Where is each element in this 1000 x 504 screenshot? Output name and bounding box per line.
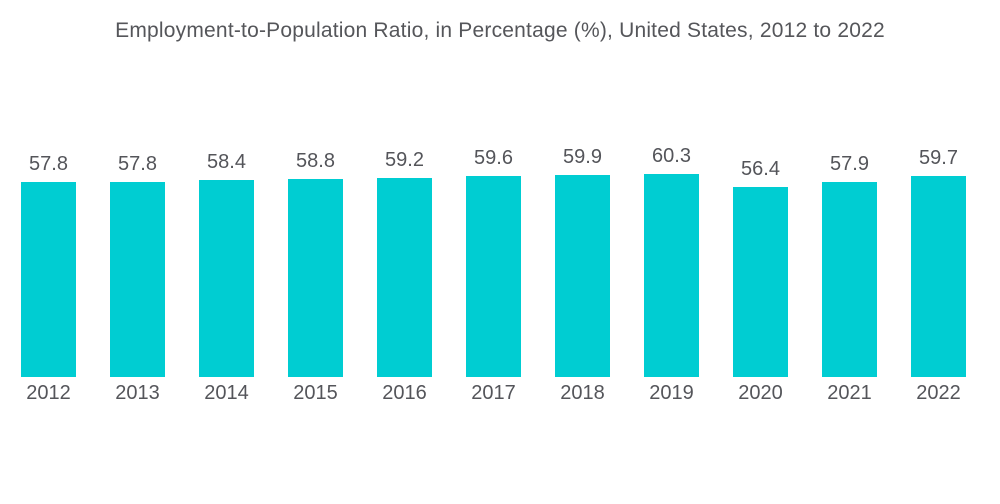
- bar-value-label: 60.3: [652, 144, 691, 167]
- bar-group: 59.7 2022: [911, 90, 966, 403]
- bar: [911, 175, 966, 377]
- bar: [555, 175, 610, 377]
- bar: [644, 173, 699, 377]
- bar-group: 59.6 2017: [466, 90, 521, 403]
- x-axis-tick-label: 2014: [204, 382, 249, 404]
- bar-group: 57.8 2012: [21, 90, 76, 403]
- bar-value-label: 57.8: [29, 153, 68, 176]
- bar: [466, 176, 521, 377]
- x-axis-tick-label: 2012: [26, 382, 71, 404]
- bar-group: 58.4 2014: [199, 90, 254, 403]
- bar: [199, 180, 254, 377]
- bar-group: 56.4 2020: [733, 90, 788, 403]
- bar-group: 59.9 2018: [555, 90, 610, 403]
- bar-value-label: 59.6: [474, 147, 513, 170]
- bar: [377, 177, 432, 377]
- bar-group: 60.3 2019: [644, 90, 699, 403]
- x-axis-tick-label: 2019: [649, 382, 694, 404]
- bar: [822, 181, 877, 377]
- chart-title: Employment-to-Population Ratio, in Perce…: [115, 19, 885, 42]
- x-axis-tick-label: 2022: [916, 382, 961, 404]
- plot-area: 57.8 2012 57.8 2013 58.4 2014 58.8 2015 59.2 2016…: [21, 90, 966, 403]
- bar-group: 57.8 2013: [110, 90, 165, 403]
- bar-group: 57.9 2021: [822, 90, 877, 403]
- x-axis-tick-label: 2018: [560, 382, 605, 404]
- bar-value-label: 56.4: [741, 157, 780, 180]
- bar-value-label: 59.2: [385, 148, 424, 171]
- bar: [21, 182, 76, 377]
- x-axis-tick-label: 2016: [382, 382, 427, 404]
- bar-value-label: 59.7: [919, 146, 958, 169]
- x-axis-tick-label: 2021: [827, 382, 872, 404]
- bar: [288, 178, 343, 377]
- bar-value-label: 59.9: [563, 146, 602, 169]
- x-axis-tick-label: 2017: [471, 382, 516, 404]
- x-axis-tick-label: 2020: [738, 382, 783, 404]
- bar-value-label: 58.4: [207, 151, 246, 174]
- bar: [733, 186, 788, 377]
- x-axis-tick-label: 2013: [115, 382, 160, 404]
- bar-group: 58.8 2015: [288, 90, 343, 403]
- bar: [110, 182, 165, 377]
- bar-value-label: 57.8: [118, 153, 157, 176]
- x-axis-tick-label: 2015: [293, 382, 338, 404]
- bar-group: 59.2 2016: [377, 90, 432, 403]
- bar-value-label: 58.8: [296, 149, 335, 172]
- bar-value-label: 57.9: [830, 152, 869, 175]
